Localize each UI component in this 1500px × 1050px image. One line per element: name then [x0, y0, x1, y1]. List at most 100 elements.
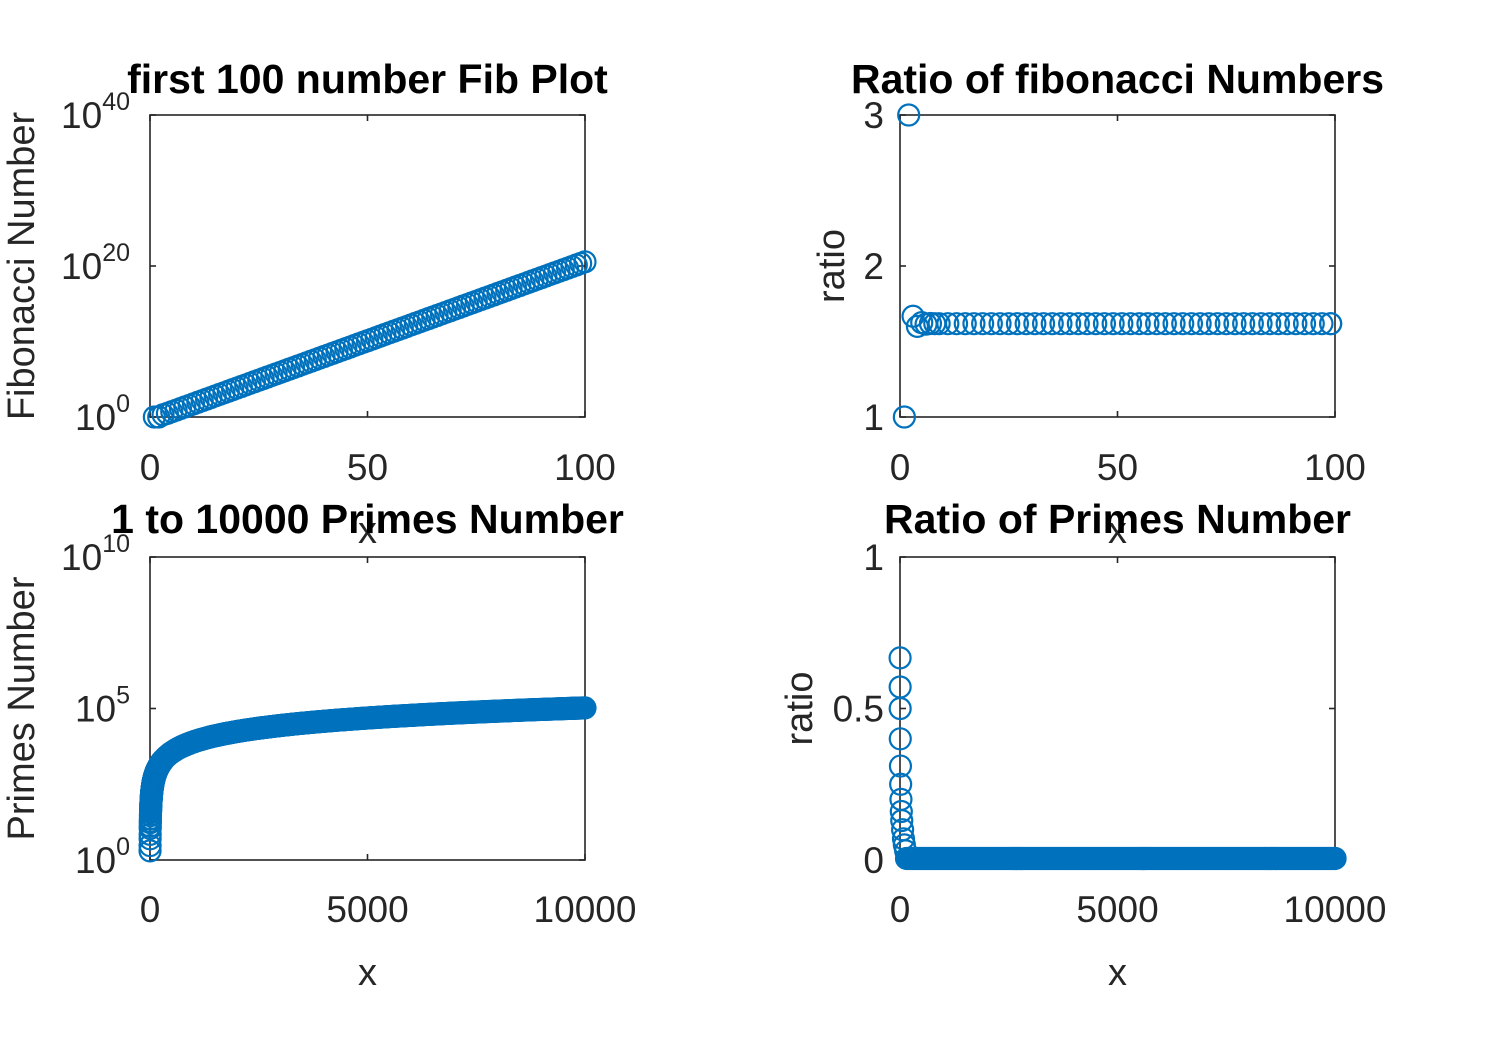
data-point — [1075, 312, 1099, 336]
x-tick-label: 0 — [890, 447, 911, 488]
data-point — [1275, 312, 1299, 336]
data-point — [890, 809, 914, 833]
data-point — [1240, 312, 1264, 336]
data-point — [1110, 312, 1134, 336]
data-point — [1232, 312, 1256, 336]
y-tick-exponent: 20 — [102, 239, 130, 267]
subplot-4: 0 5000 10000 0 0.5 1 x ratio Ratio of Primes Num… — [779, 496, 1386, 994]
data-point — [889, 787, 913, 812]
data-point — [1023, 312, 1047, 336]
data-point — [944, 312, 969, 336]
y-tick-label: 1 — [863, 397, 884, 438]
data-point — [888, 646, 912, 670]
x-tick-label: 10000 — [534, 889, 637, 930]
data-point — [1179, 312, 1204, 336]
y-tick-base: 10 — [75, 840, 116, 881]
data-point — [897, 103, 921, 127]
data-point — [1292, 312, 1317, 336]
y-tick-label: 3 — [863, 95, 884, 136]
data-point — [1284, 312, 1308, 336]
data-point — [1266, 312, 1291, 336]
x-axis-label: x — [358, 952, 377, 994]
axes-box — [899, 556, 1336, 861]
data-point — [1127, 312, 1151, 336]
x-tick-label: 100 — [1304, 447, 1366, 488]
y-tick-base: 10 — [75, 397, 116, 438]
data-point — [1301, 312, 1325, 336]
data-point — [1040, 312, 1064, 336]
y-tick-label: 2 — [863, 246, 884, 287]
x-tick-label: 5000 — [1076, 889, 1158, 930]
data-series — [142, 250, 597, 429]
data-point — [1319, 312, 1343, 336]
subplot-title: Ratio of Primes Number — [884, 496, 1351, 542]
data-point — [1014, 312, 1038, 336]
data-point — [962, 312, 986, 336]
x-tick-label: 100 — [554, 447, 616, 488]
y-tick-exponent: 40 — [102, 88, 130, 116]
subplot-title: 1 to 10000 Primes Number — [111, 496, 624, 542]
data-point — [1214, 312, 1238, 336]
subplot-2: 0 50 100 1 2 3 x ratio Ratio of fibonacci Number… — [811, 56, 1384, 552]
data-point — [1058, 312, 1082, 336]
y-axis-label: Primes Number — [1, 576, 43, 840]
data-point — [1049, 312, 1073, 336]
y-tick-label: 105 — [75, 682, 130, 730]
data-point — [1310, 312, 1334, 336]
data-point — [1188, 312, 1212, 336]
x-axis-label: x — [358, 510, 377, 552]
data-series — [138, 696, 597, 863]
axes-box — [899, 114, 1336, 418]
y-tick-label: 0.5 — [833, 689, 884, 730]
y-axis-label: ratio — [811, 229, 853, 303]
data-series — [888, 646, 1347, 871]
axes-box — [149, 114, 586, 418]
x-tick-label: 50 — [347, 447, 388, 488]
data-point — [138, 833, 162, 858]
data-point — [971, 312, 995, 336]
data-point — [1162, 312, 1186, 336]
y-axis-label: ratio — [779, 672, 821, 746]
y-tick-label: 1 — [863, 537, 884, 578]
x-tick-label: 0 — [140, 889, 161, 930]
data-point — [1101, 312, 1125, 336]
data-point — [1205, 312, 1230, 336]
data-point — [889, 799, 913, 824]
y-tick-label: 0 — [863, 840, 884, 881]
data-point — [1258, 312, 1282, 336]
x-tick-label: 10000 — [1284, 889, 1387, 930]
y-tick-label: 1010 — [61, 530, 130, 578]
data-point — [888, 696, 912, 721]
data-point — [1249, 312, 1273, 336]
x-tick-label: 50 — [1097, 447, 1138, 488]
x-tick-label: 0 — [890, 889, 911, 930]
data-point — [1171, 312, 1195, 336]
y-tick-exponent: 0 — [116, 833, 130, 861]
data-point — [1092, 312, 1117, 336]
y-tick-exponent: 0 — [116, 390, 130, 418]
data-point — [988, 312, 1012, 336]
data-point — [138, 839, 162, 863]
x-tick-label: 5000 — [326, 889, 408, 930]
data-point — [1153, 312, 1177, 336]
data-point — [573, 250, 597, 274]
subplot-title: first 100 number Fib Plot — [127, 56, 608, 102]
data-point — [889, 772, 913, 796]
subplot-title: Ratio of fibonacci Numbers — [851, 56, 1384, 102]
data-point — [1066, 312, 1090, 336]
y-tick-base: 10 — [75, 689, 116, 730]
data-point — [953, 312, 977, 336]
data-point — [979, 312, 1003, 336]
x-tick-label: 0 — [140, 447, 161, 488]
data-point — [1031, 312, 1056, 336]
data-point — [997, 312, 1021, 336]
y-tick-label: 100 — [75, 833, 130, 881]
data-point — [573, 696, 597, 720]
y-tick-exponent: 5 — [116, 682, 130, 710]
data-point — [888, 727, 912, 751]
y-tick-label: 100 — [75, 390, 130, 438]
data-point — [1118, 312, 1143, 336]
